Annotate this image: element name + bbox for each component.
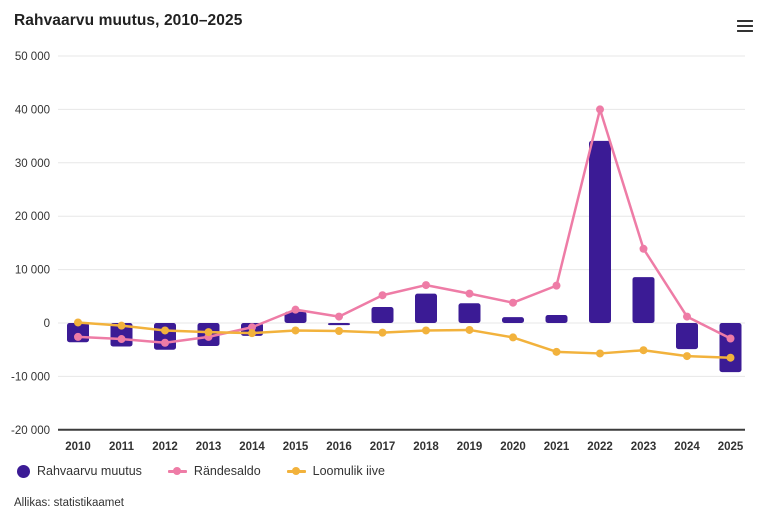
hamburger-menu-icon [737, 19, 753, 23]
randesaldo-point-2022[interactable] [596, 105, 604, 114]
y-axis-tick-label: -20 000 [11, 425, 50, 437]
legend-item-loomulik-iive[interactable]: Loomulik iive [286, 464, 385, 478]
loomulik-iive-point-2014[interactable] [248, 329, 256, 338]
loomulik-iive-point-2016[interactable] [335, 327, 343, 336]
legend-item-label: Rändesaldo [193, 464, 261, 478]
plot-area: 50 000 40 000 30 000 20 000 10 000 0 -10 000 -2… [11, 51, 745, 453]
randesaldo-point-2018[interactable] [422, 281, 430, 290]
bar-2017[interactable] [371, 306, 394, 323]
loomulik-iive-point-2020[interactable] [509, 333, 517, 342]
x-axis-label-2022: 2022 [587, 441, 613, 453]
randesaldo-point-2019[interactable] [465, 289, 474, 298]
y-axis-tick-label: -10 000 [11, 371, 50, 383]
x-axis-label-2025: 2025 [718, 441, 744, 453]
randesaldo-point-2016[interactable] [335, 312, 343, 321]
legend-marker-line-dot-icon [286, 467, 306, 476]
legend-item-randesaldo[interactable]: Rändesaldo [167, 464, 261, 478]
x-axis-label-2016: 2016 [326, 441, 352, 453]
loomulik-iive-point-2011[interactable] [117, 321, 126, 330]
x-axis-label-2012: 2012 [152, 441, 178, 453]
randesaldo-point-2017[interactable] [378, 291, 387, 300]
y-axis-tick-label: 0 [44, 318, 50, 330]
x-axis-label-2024: 2024 [674, 441, 700, 453]
legend-marker-dot [173, 467, 182, 475]
loomulik-iive-point-2023[interactable] [639, 346, 648, 355]
randesaldo-point-2010[interactable] [74, 332, 82, 341]
x-axis-label-2020: 2020 [500, 441, 526, 453]
legend-marker-circle-icon [17, 464, 30, 478]
randesaldo-point-2014[interactable] [248, 323, 256, 332]
bar-2018[interactable] [415, 293, 437, 323]
randesaldo-point-2011[interactable] [117, 335, 126, 344]
randesaldo-point-2015[interactable] [291, 305, 300, 314]
y-axis-tick-label: 40 000 [15, 104, 50, 116]
legend-marker-dot [292, 467, 301, 475]
x-axis-label-2010: 2010 [65, 441, 91, 453]
bar-2015[interactable] [284, 311, 307, 323]
y-axis-tick-label: 20 000 [15, 211, 50, 223]
randesaldo-point-2021[interactable] [552, 281, 561, 290]
randesaldo-point-2012[interactable] [161, 338, 169, 347]
x-axis-label-2023: 2023 [631, 441, 657, 453]
randesaldo-point-2025[interactable] [726, 334, 735, 343]
x-axis-label-2019: 2019 [457, 441, 483, 453]
legend: Rahvaarvu muutus Rändesaldo Loomulik iive [17, 459, 385, 483]
loomulik-iive-point-2022[interactable] [596, 349, 604, 358]
loomulik-iive-point-2015[interactable] [291, 326, 300, 335]
loomulik-iive-point-2018[interactable] [422, 326, 430, 335]
x-axis-label-2017: 2017 [370, 441, 396, 453]
randesaldo-line [76, 108, 732, 345]
x-axis-label-2021: 2021 [544, 441, 570, 453]
loomulik-iive-point-2017[interactable] [378, 328, 387, 337]
x-axis-label-2014: 2014 [239, 441, 265, 453]
y-axis-tick-label: 10 000 [15, 265, 50, 277]
legend-item-label: Rahvaarvu muutus [37, 464, 142, 478]
chart-context-menu-button[interactable] [731, 16, 753, 36]
hamburger-menu-icon [737, 29, 753, 33]
y-axis-tick-label: 30 000 [15, 158, 50, 170]
bar-2022[interactable] [589, 140, 611, 323]
loomulik-iive-point-2010[interactable] [74, 318, 82, 327]
bar-2023[interactable] [632, 277, 655, 323]
source-text: Allikas: statistikaamet [14, 497, 124, 509]
x-axis-label-2013: 2013 [196, 441, 222, 453]
chart-title: Rahvaarvu muutus, 2010–2025 [14, 12, 243, 29]
y-axis-tick-label: 50 000 [15, 51, 50, 63]
hamburger-menu-icon [737, 24, 753, 28]
loomulik-iive-point-2019[interactable] [465, 325, 474, 334]
legend-item-rahvaarvu-muutus[interactable]: Rahvaarvu muutus [17, 464, 142, 478]
randesaldo-point-2020[interactable] [509, 298, 517, 307]
bar-2020[interactable] [502, 317, 524, 323]
loomulik-iive-point-2013[interactable] [204, 328, 213, 337]
randesaldo-point-2023[interactable] [639, 244, 648, 253]
randesaldo-point-2024[interactable] [683, 312, 691, 321]
loomulik-iive-point-2012[interactable] [161, 326, 169, 335]
legend-marker-line-dot-icon [167, 467, 187, 476]
bar-2025[interactable] [719, 323, 742, 373]
bar-2016[interactable] [328, 323, 350, 326]
bar-2019[interactable] [458, 303, 481, 323]
loomulik-iive-line [76, 321, 732, 359]
x-axis-label-2015: 2015 [283, 441, 309, 453]
x-axis-label-2018: 2018 [413, 441, 439, 453]
bar-2021[interactable] [545, 314, 568, 323]
x-axis-label-2011: 2011 [109, 441, 135, 453]
loomulik-iive-point-2021[interactable] [552, 347, 561, 356]
bar-2024[interactable] [676, 323, 698, 350]
loomulik-iive-point-2024[interactable] [683, 352, 691, 361]
legend-item-label: Loomulik iive [312, 464, 385, 478]
loomulik-iive-point-2025[interactable] [726, 353, 735, 362]
